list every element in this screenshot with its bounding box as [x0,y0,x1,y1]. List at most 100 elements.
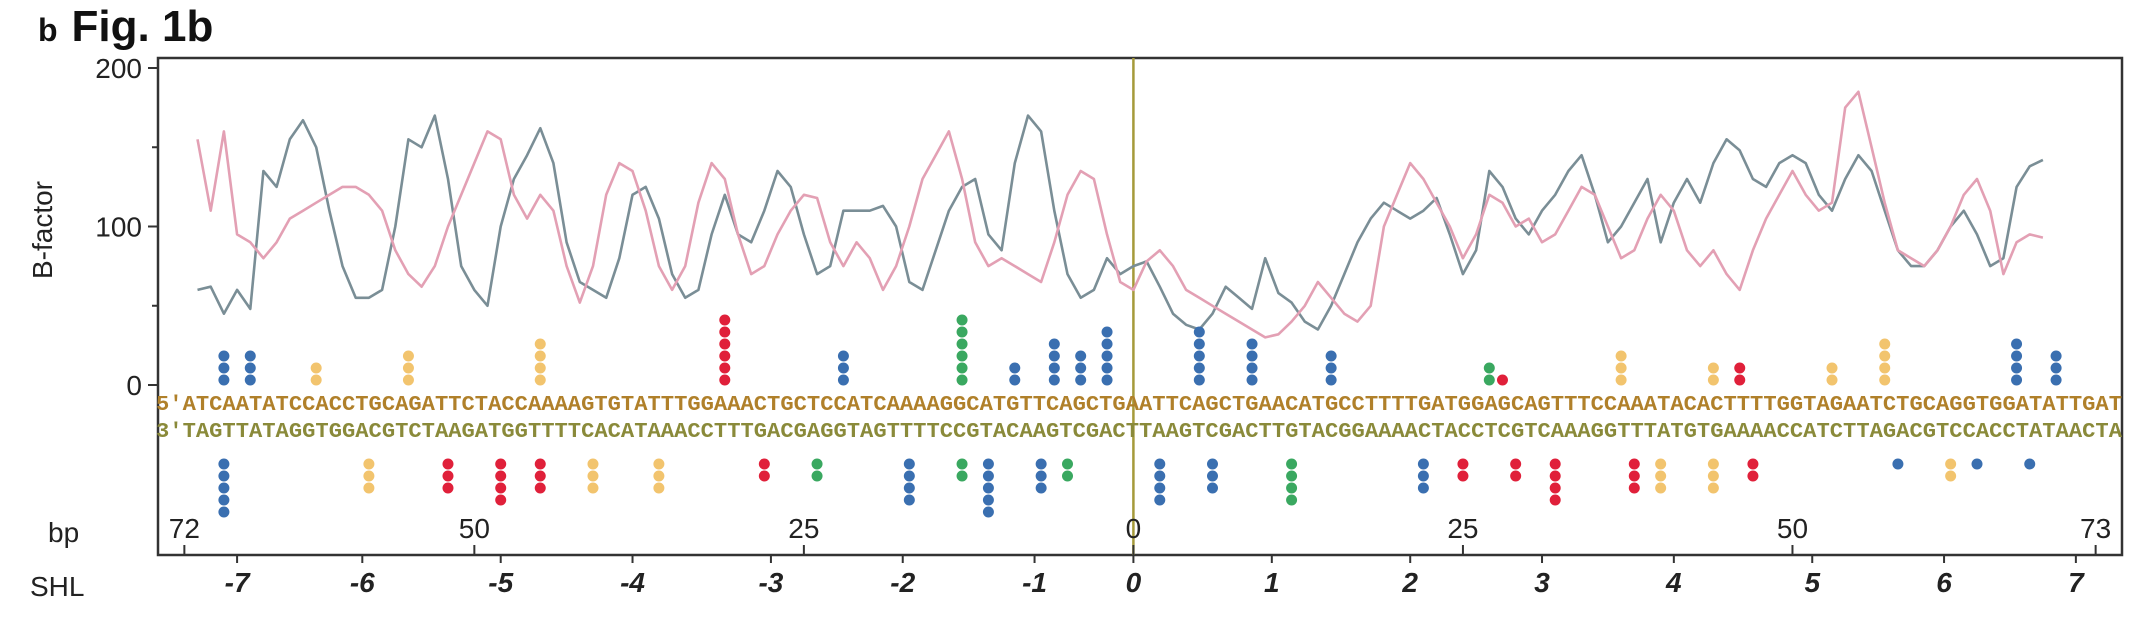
top-contact-marker [1879,362,1891,374]
bottom-contact-marker [903,470,915,482]
top-contact-marker [402,362,414,374]
top-contact-marker [2011,350,2023,362]
bottom-contact-marker [1286,470,1298,482]
bottom-contact-marker [1035,470,1047,482]
top-contact-marker [837,362,849,374]
top-contact-marker [2011,374,2023,386]
top-contact-marker [1615,362,1627,374]
bottom-contact-marker [1457,458,1469,470]
bottom-contact-marker [534,470,546,482]
bottom-contact-marker [1628,458,1640,470]
top-contact-marker [1048,338,1060,350]
top-contact-marker [310,362,322,374]
bottom-contact-marker [982,482,994,494]
top-contact-marker [1193,362,1205,374]
panel-letter: b [38,12,58,48]
top-contact-marker [1879,338,1891,350]
top-contact-marker [719,314,731,326]
top-contact-marker [1615,374,1627,386]
bottom-contact-marker [903,494,915,506]
top-contact-marker [1734,362,1746,374]
shl-tick-label: 4 [1665,567,1682,598]
top-contact-marker [218,374,230,386]
top-contact-marker [956,338,968,350]
bottom-contact-marker [587,482,599,494]
shl-tick-label: -2 [890,567,915,598]
bottom-contact-marker [442,470,454,482]
shl-tick-label: 3 [1534,567,1550,598]
bottom-contact-marker [758,470,770,482]
bottom-contact-marker [956,458,968,470]
bottom-contact-marker [1655,470,1667,482]
bottom-contact-marker [1286,458,1298,470]
shl-axis-label: SHL [30,571,84,602]
top-contact-marker [534,350,546,362]
top-contact-marker [1075,374,1087,386]
top-contact-marker [534,362,546,374]
top-contact-marker [1101,326,1113,338]
shl-tick-label: -4 [620,567,645,598]
b-factor-series-line-1 [197,114,2044,331]
top-contact-marker [1615,350,1627,362]
bottom-contact-marker [534,482,546,494]
bottom-contact-marker [1510,458,1522,470]
top-contact-marker [2050,362,2062,374]
top-contact-marker [310,374,322,386]
top-contact-marker [1246,350,1258,362]
bottom-contact-marker [587,470,599,482]
bottom-contact-marker [1945,458,1957,470]
bp-tick-label: 0 [1126,513,1142,544]
top-contact-marker [1826,362,1838,374]
top-contact-marker [719,374,731,386]
top-contact-marker [956,362,968,374]
bottom-contact-marker [1417,482,1429,494]
top-contact-marker [244,374,256,386]
figure-title-text: Fig. 1b [71,2,214,51]
top-contact-marker [1048,374,1060,386]
top-contact-marker [1075,350,1087,362]
bottom-contact-marker [495,470,507,482]
top-contact-marker [1193,350,1205,362]
bottom-contact-marker [982,458,994,470]
bp-tick-label: 50 [459,513,490,544]
bottom-contact-marker [982,494,994,506]
bp-tick-label: 73 [2080,513,2111,544]
bottom-contact-marker [1286,494,1298,506]
top-contact-marker [244,350,256,362]
bottom-contact-marker [363,482,375,494]
bottom-contact-marker [956,470,968,482]
dna-bottom-strand: 3'TAGTTATAGGTGGACGTCTAAGATGGTTTTCACATAAA… [156,420,2122,444]
bottom-contact-marker [1206,482,1218,494]
shl-tick-label: 1 [1264,567,1280,598]
bottom-contact-marker [811,470,823,482]
bottom-contact-marker [1707,482,1719,494]
bottom-contact-marker [442,458,454,470]
bp-axis-label: bp [48,517,79,548]
bottom-contact-marker [1062,458,1074,470]
bottom-contact-marker [1206,470,1218,482]
y-tick-label: 100 [95,212,142,243]
bottom-contact-marker [363,458,375,470]
plot-frame [156,56,2124,557]
bottom-contact-marker [758,458,770,470]
plot-area: 01002005'ATCAATATCCACCTGCAGATTCTACCAAAAG… [95,53,2124,598]
top-contact-marker [719,350,731,362]
bp-tick-label: 50 [1777,513,1808,544]
y-tick-label: 0 [126,370,142,401]
bottom-contact-marker [1549,494,1561,506]
bottom-contact-marker [1549,470,1561,482]
top-contact-marker [1734,374,1746,386]
top-contact-marker [1246,374,1258,386]
bottom-contact-marker [1747,458,1759,470]
bottom-contact-marker [1035,458,1047,470]
top-contact-marker [956,326,968,338]
bottom-contact-marker [1707,470,1719,482]
top-contact-marker [1193,326,1205,338]
top-contact-marker [2050,374,2062,386]
bottom-contact-marker [1707,458,1719,470]
top-contact-marker [218,362,230,374]
bottom-contact-marker [653,482,665,494]
bp-tick-label: 25 [788,513,819,544]
bottom-contact-marker [1892,458,1904,470]
